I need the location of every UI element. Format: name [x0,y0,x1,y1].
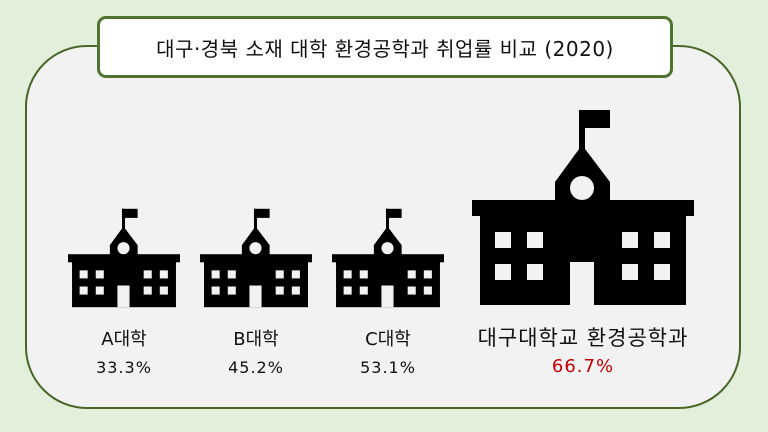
category-label: 대구대학교 환경공학과 [477,326,689,350]
value-label: 45.2% [228,358,284,377]
chart-title: 대구·경북 소재 대학 환경공학과 취업률 비교 (2020) [156,36,614,61]
school-building-icon [200,208,312,308]
category-label: A대학 [101,329,147,350]
category-label: B대학 [233,329,279,350]
value-label: 33.3% [96,358,152,377]
school-building-icon [472,110,694,305]
category-label: C대학 [365,329,411,350]
value-label: 66.7% [551,356,615,377]
school-building-icon [332,208,444,308]
title-box: 대구·경북 소재 대학 환경공학과 취업률 비교 (2020) [97,16,673,78]
school-building-icon [68,208,180,308]
value-label: 53.1% [360,358,416,377]
